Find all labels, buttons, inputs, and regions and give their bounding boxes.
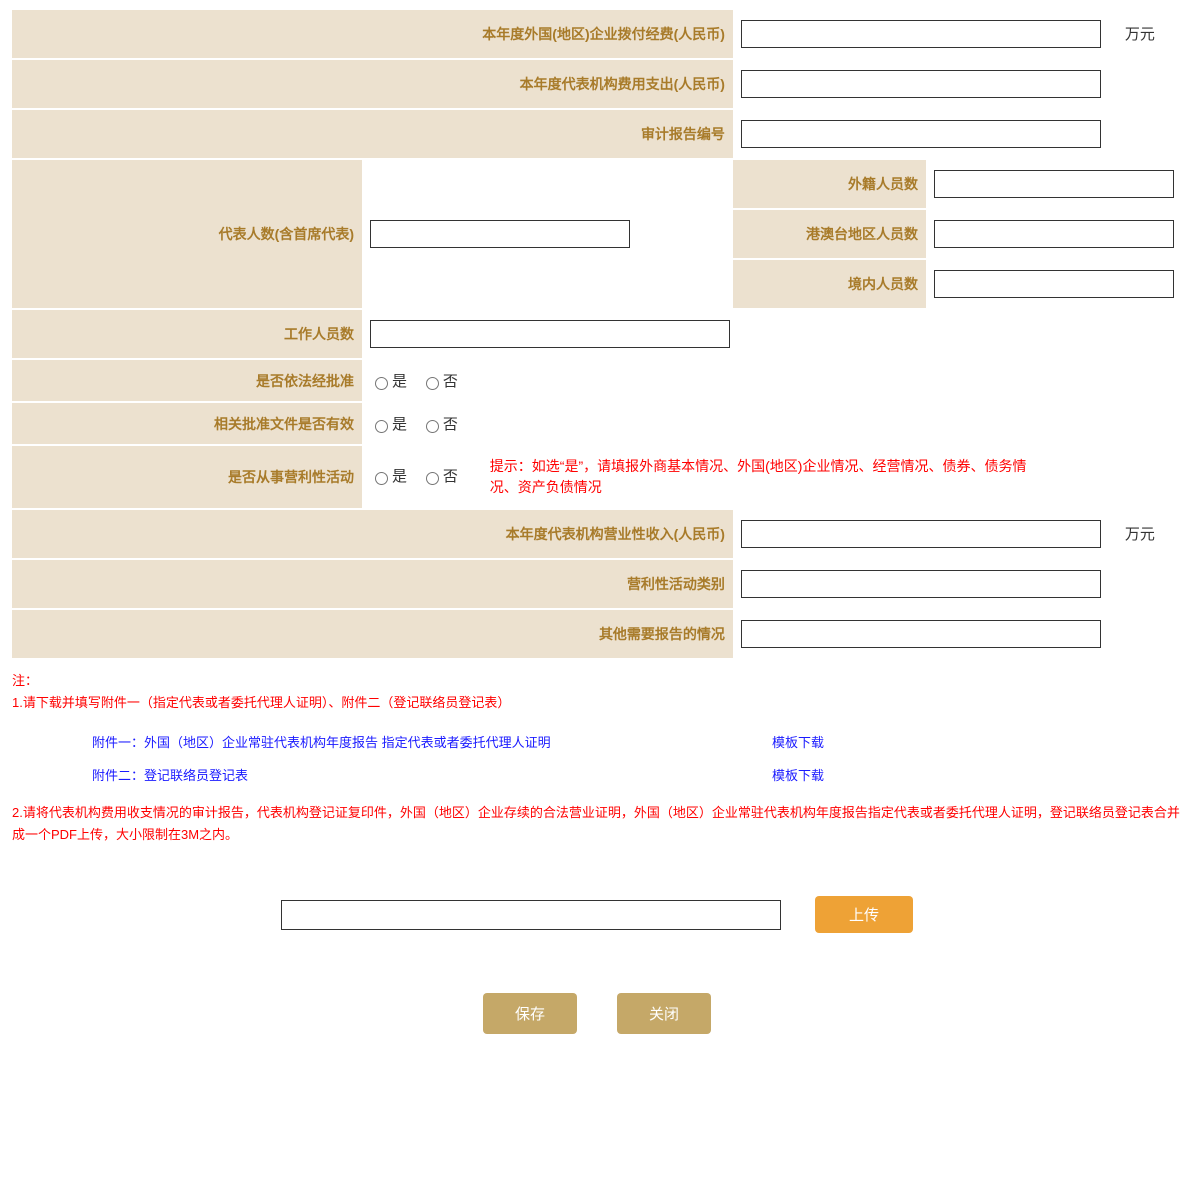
- work-staff-label: 工作人员数: [284, 326, 354, 342]
- valid-doc-no-label: 否: [443, 416, 458, 433]
- attachment-2-label: 附件二：登记联络员登记表: [92, 765, 772, 784]
- hkmotw-staff-input[interactable]: [934, 220, 1174, 248]
- other-report-label: 其他需要报告的情况: [599, 626, 725, 642]
- foreign-staff-input[interactable]: [934, 170, 1174, 198]
- valid-doc-yes-radio[interactable]: [375, 420, 388, 433]
- work-staff-input[interactable]: [370, 320, 730, 348]
- approved-no-label: 否: [443, 373, 458, 390]
- approved-no-radio[interactable]: [426, 377, 439, 390]
- profit-activity-hint: 提示：如选“是”，请填报外商基本情况、外国(地区)企业情况、经营情况、债券、债务…: [490, 456, 1050, 498]
- op-income-label: 本年度代表机构营业性收入(人民币): [506, 526, 725, 542]
- audit-no-input[interactable]: [741, 120, 1101, 148]
- profit-category-label: 营利性活动类别: [627, 576, 725, 592]
- other-report-input[interactable]: [741, 620, 1101, 648]
- notes-line2: 2.请将代表机构费用收支情况的审计报告，代表机构登记证复印件，外国（地区）企业存…: [12, 802, 1182, 846]
- notes-line1: 1.请下载并填写附件一（指定代表或者委托代理人证明）、附件二（登记联络员登记表）: [12, 692, 1182, 714]
- profit-no-radio[interactable]: [426, 472, 439, 485]
- attachment-2-download-link[interactable]: 模板下载: [772, 765, 824, 784]
- attachment-1-label: 附件一：外国（地区）企业常驻代表机构年度报告 指定代表或者委托代理人证明: [92, 732, 772, 751]
- upload-row: 上传: [12, 896, 1182, 933]
- close-button[interactable]: 关闭: [617, 993, 711, 1034]
- rep-expense-input[interactable]: [741, 70, 1101, 98]
- foreign-funds-label: 本年度外国(地区)企业拨付经费(人民币): [482, 26, 725, 42]
- approved-yes-label: 是: [392, 373, 407, 390]
- annual-report-form: 本年度外国(地区)企业拨付经费(人民币) 万元 本年度代表机构费用支出(人民币)…: [12, 8, 1182, 660]
- profit-category-input[interactable]: [741, 570, 1101, 598]
- approved-radio-group: 是 否: [370, 373, 468, 389]
- approved-yes-radio[interactable]: [375, 377, 388, 390]
- op-income-input[interactable]: [741, 520, 1101, 548]
- hkmotw-staff-label: 港澳台地区人员数: [806, 226, 918, 242]
- domestic-staff-label: 境内人员数: [848, 276, 918, 292]
- audit-no-label: 审计报告编号: [641, 126, 725, 142]
- notes-section: 注： 1.请下载并填写附件一（指定代表或者委托代理人证明）、附件二（登记联络员登…: [12, 670, 1182, 714]
- rep-count-input[interactable]: [370, 220, 630, 248]
- upload-button[interactable]: 上传: [815, 896, 913, 933]
- bottom-buttons: 保存 关闭: [12, 993, 1182, 1034]
- valid-doc-radio-group: 是 否: [370, 416, 468, 432]
- profit-yes-radio[interactable]: [375, 472, 388, 485]
- profit-activity-radio-group: 是 否: [370, 468, 472, 484]
- attachment-1-download-link[interactable]: 模板下载: [772, 732, 824, 751]
- profit-yes-label: 是: [392, 468, 407, 485]
- notes-header: 注：: [12, 670, 1182, 692]
- upload-path-input[interactable]: [281, 900, 781, 930]
- rep-expense-label: 本年度代表机构费用支出(人民币): [520, 76, 725, 92]
- foreign-staff-label: 外籍人员数: [848, 176, 918, 192]
- domestic-staff-input[interactable]: [934, 270, 1174, 298]
- profit-activity-label: 是否从事营利性活动: [228, 469, 354, 485]
- valid-doc-no-radio[interactable]: [426, 420, 439, 433]
- rep-count-label: 代表人数(含首席代表): [219, 226, 354, 242]
- op-income-unit: 万元: [1125, 526, 1155, 543]
- valid-doc-label: 相关批准文件是否有效: [214, 416, 354, 432]
- save-button[interactable]: 保存: [483, 993, 577, 1034]
- attachments-section: 附件一：外国（地区）企业常驻代表机构年度报告 指定代表或者委托代理人证明 模板下…: [92, 732, 1182, 784]
- approved-label: 是否依法经批准: [256, 373, 354, 389]
- profit-no-label: 否: [443, 468, 458, 485]
- valid-doc-yes-label: 是: [392, 416, 407, 433]
- notes-line2-wrap: 2.请将代表机构费用收支情况的审计报告，代表机构登记证复印件，外国（地区）企业存…: [12, 802, 1182, 846]
- foreign-funds-unit: 万元: [1125, 26, 1155, 43]
- foreign-funds-input[interactable]: [741, 20, 1101, 48]
